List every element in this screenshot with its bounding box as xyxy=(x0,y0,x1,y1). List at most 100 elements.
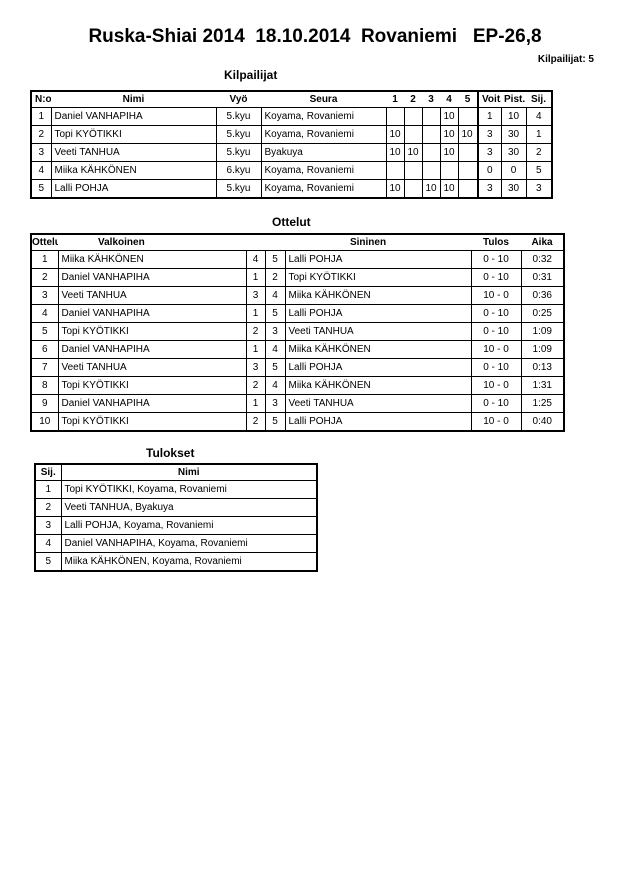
table-row: 1 Miika KÄHKÖNEN 4 5 Lalli POHJA 0 - 10 0:32 xyxy=(30,250,565,269)
cell: 2 xyxy=(245,322,266,341)
cell: Miika KÄHKÖNEN, Koyama, Rovaniemi xyxy=(60,552,318,572)
cell: Daniel VANHAPIHA xyxy=(57,394,247,413)
cell xyxy=(385,107,405,126)
cell: 1 xyxy=(30,250,59,269)
column-header: Tulos xyxy=(483,237,509,248)
cell: 0 - 10 xyxy=(470,322,522,341)
cell: 0 - 10 xyxy=(470,394,522,413)
cell: 0 - 10 xyxy=(470,250,522,269)
cell: 2 xyxy=(525,143,553,162)
cell: 1 xyxy=(245,394,266,413)
results-heading: Tulokset xyxy=(146,446,195,460)
column-header: Valkoinen xyxy=(98,237,145,248)
cell: 2 xyxy=(30,125,52,144)
cell: 30 xyxy=(500,125,527,144)
cell: Lalli POHJA xyxy=(50,179,217,199)
cell: 3 xyxy=(34,516,62,535)
cell: 2 xyxy=(34,498,62,517)
cell xyxy=(403,161,423,180)
cell: 10 xyxy=(439,143,459,162)
cell: Veeti TANHUA xyxy=(57,358,247,377)
table-row: 5 Topi KYÖTIKKI 2 3 Veeti TANHUA 0 - 10 1:09 xyxy=(30,322,565,341)
cell: 1 xyxy=(245,304,266,323)
cell: Koyama, Rovaniemi xyxy=(260,107,387,126)
cell: 5 xyxy=(264,412,286,432)
cell: 10 xyxy=(457,125,479,144)
cell: Topi KYÖTIKKI xyxy=(57,376,247,395)
cell: Daniel VANHAPIHA xyxy=(57,304,247,323)
column-header: Nimi xyxy=(51,91,216,108)
cell: 4 xyxy=(264,286,286,305)
cell: 5 xyxy=(264,358,286,377)
cell: 4 xyxy=(30,304,59,323)
cell: 0:13 xyxy=(520,358,565,377)
cell xyxy=(457,107,479,126)
cell: Lalli POHJA, Koyama, Rovaniemi xyxy=(60,516,318,535)
cell: 4 xyxy=(30,161,52,180)
cell: Topi KYÖTIKKI xyxy=(284,268,472,287)
cell: 10 xyxy=(385,125,405,144)
table-row: 4 Daniel VANHAPIHA, Koyama, Rovaniemi xyxy=(34,534,318,553)
cell: 30 xyxy=(500,143,527,162)
cell: 3 xyxy=(477,179,502,199)
cell: 3 xyxy=(477,125,502,144)
cell: 0 xyxy=(477,161,502,180)
cell: Miika KÄHKÖNEN xyxy=(284,376,472,395)
table-row: 1 Topi KYÖTIKKI, Koyama, Rovaniemi xyxy=(34,480,318,499)
table-row: 4 Daniel VANHAPIHA 1 5 Lalli POHJA 0 - 10 0:25 xyxy=(30,304,565,323)
column-header: Voit. xyxy=(477,91,501,108)
cell: 0 - 10 xyxy=(470,268,522,287)
cell: Veeti TANHUA, Byakuya xyxy=(60,498,318,517)
cell: 2 xyxy=(264,268,286,287)
cell: 0:32 xyxy=(520,250,565,269)
results-table: Sij. Nimi 1 Topi KYÖTIKKI, Koyama, Rovaniem… xyxy=(34,463,318,572)
cell: 10 xyxy=(439,107,459,126)
cell: Topi KYÖTIKKI, Koyama, Rovaniemi xyxy=(60,480,318,499)
cell: 4 xyxy=(34,534,62,553)
cell: 1 xyxy=(525,125,553,144)
cell: 0:31 xyxy=(520,268,565,287)
table-row: 2 Daniel VANHAPIHA 1 2 Topi KYÖTIKKI 0 - 10 0:… xyxy=(30,268,565,287)
cell: 1 xyxy=(30,107,52,126)
matches-table: OtteluValkoinenSininenTulosAika1Miika KÄ… xyxy=(30,233,565,432)
table-row: 3 Lalli POHJA, Koyama, Rovaniemi xyxy=(34,516,318,535)
cell xyxy=(421,107,441,126)
cell: Koyama, Rovaniemi xyxy=(260,125,387,144)
cell: 9 xyxy=(30,394,59,413)
cell xyxy=(457,143,479,162)
table-row: 3 Veeti TANHUA 3 4 Miika KÄHKÖNEN 10 - 0 0:36 xyxy=(30,286,565,305)
cell: 0:25 xyxy=(520,304,565,323)
column-header: Seura xyxy=(261,91,386,108)
competitors-heading: Kilpailijat xyxy=(224,68,278,82)
column-header: 1 xyxy=(386,91,404,108)
cell xyxy=(403,179,423,199)
cell xyxy=(457,161,479,180)
cell: Daniel VANHAPIHA xyxy=(50,107,217,126)
cell: Miika KÄHKÖNEN xyxy=(284,286,472,305)
cell: 5 xyxy=(264,304,286,323)
cell: Veeti TANHUA xyxy=(57,286,247,305)
cell: Veeti TANHUA xyxy=(284,394,472,413)
cell: 1:31 xyxy=(520,376,565,395)
cell: 10 xyxy=(30,412,59,432)
cell: 5 xyxy=(264,250,286,269)
cell: 1 xyxy=(245,340,266,359)
cell: 4 xyxy=(525,107,553,126)
column-header: 5 xyxy=(458,91,478,108)
column-header: Sij. xyxy=(526,91,552,108)
cell: 5 xyxy=(30,322,59,341)
cell: 10 - 0 xyxy=(470,286,522,305)
cell: 7 xyxy=(30,358,59,377)
table-row: 5 Lalli POHJA 5.kyu Koyama, Rovaniemi 10 10 10… xyxy=(30,179,553,199)
cell: 0 - 10 xyxy=(470,358,522,377)
cell: 6 xyxy=(30,340,59,359)
cell: 3 xyxy=(30,143,52,162)
cell: 5.kyu xyxy=(215,125,262,144)
cell: Koyama, Rovaniemi xyxy=(260,161,387,180)
cell: Daniel VANHAPIHA xyxy=(57,268,247,287)
cell: 1 xyxy=(34,480,62,499)
cell: 5 xyxy=(525,161,553,180)
cell: 5.kyu xyxy=(215,107,262,126)
cell: Veeti TANHUA xyxy=(284,322,472,341)
cell: 3 xyxy=(477,143,502,162)
